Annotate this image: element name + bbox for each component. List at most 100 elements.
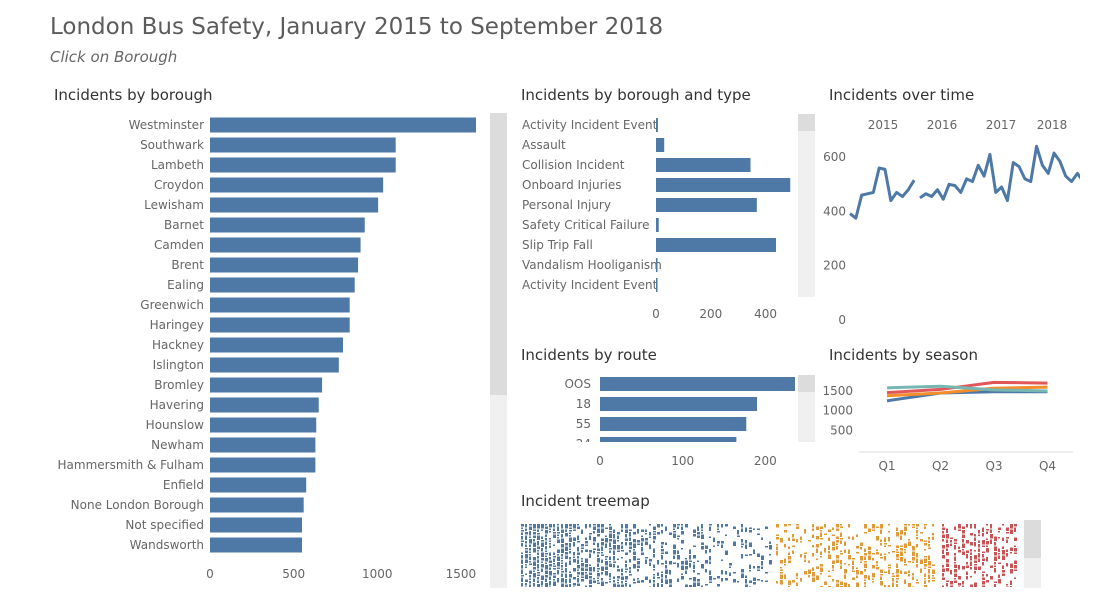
treemap-cell[interactable] [609,563,612,568]
treemap-cell[interactable] [733,541,736,547]
treemap-cell[interactable] [776,551,778,556]
treemap-cell[interactable] [776,546,778,551]
treemap-cell[interactable] [577,541,580,543]
treemap-cell[interactable] [661,555,663,560]
treemap-cell[interactable] [749,527,752,530]
treemap-cell[interactable] [1010,586,1012,587]
treemap-cell[interactable] [776,534,779,537]
treemap-cell[interactable] [537,529,539,533]
treemap-cell[interactable] [657,572,659,577]
treemap-cell[interactable] [549,552,551,557]
treemap-cell[interactable] [537,584,540,587]
treemap-cell[interactable] [601,572,603,575]
treemap-cell[interactable] [637,578,639,580]
treemap-cell[interactable] [828,551,830,554]
treemap-cell[interactable] [982,558,985,562]
treemap-cell[interactable] [613,576,615,580]
treemap-cell[interactable] [832,565,834,569]
treemap-cell[interactable] [597,577,599,580]
treemap-cell[interactable] [1010,552,1012,554]
treemap-cell[interactable] [974,582,977,588]
treemap-cell[interactable] [621,550,624,552]
treemap-cell[interactable] [661,549,664,552]
treemap-group[interactable] [776,524,935,587]
treemap-cell[interactable] [593,537,596,542]
treemap-cell[interactable] [1002,524,1004,526]
treemap-cell[interactable] [573,583,576,586]
treemap-cell[interactable] [928,561,931,566]
route-category-label[interactable]: 18 [576,397,591,411]
treemap-cell[interactable] [597,548,600,552]
route-bar[interactable] [600,377,820,391]
treemap-cell[interactable] [693,582,696,588]
treemap-cell[interactable] [836,546,838,550]
treemap-cell[interactable] [876,526,879,529]
treemap-cell[interactable] [1014,577,1016,580]
treemap-cell[interactable] [613,529,615,534]
treemap-cell[interactable] [553,556,556,558]
treemap-cell[interactable] [780,569,783,572]
treemap-cell[interactable] [816,536,819,540]
treemap-cell[interactable] [844,563,846,565]
treemap-cell[interactable] [872,524,875,529]
treemap-cell[interactable] [749,564,751,570]
treemap-cell[interactable] [765,546,768,548]
borough-category-label[interactable]: Hackney [152,338,204,352]
treemap-cell[interactable] [904,549,906,551]
treemap-cell[interactable] [725,571,727,575]
treemap-cell[interactable] [974,560,977,564]
treemap-cell[interactable] [924,526,926,530]
treemap-cell[interactable] [673,528,675,531]
treemap-cell[interactable] [994,536,997,542]
treemap-cell[interactable] [641,542,643,547]
treemap-cell[interactable] [880,576,882,581]
treemap-cell[interactable] [561,544,564,548]
borough-category-label[interactable]: Lambeth [151,158,204,172]
treemap-cell[interactable] [625,580,627,583]
treemap-cell[interactable] [569,551,571,554]
treemap-cell[interactable] [970,552,972,556]
treemap-cell[interactable] [840,581,843,586]
treemap-cell[interactable] [581,563,584,567]
treemap-cell[interactable] [609,556,611,561]
treemap-cell[interactable] [525,583,527,586]
treemap-cell[interactable] [725,534,727,537]
treemap-cell[interactable] [896,554,899,558]
type-category-label[interactable]: Slip Trip Fall [522,238,593,252]
treemap-cell[interactable] [557,562,560,567]
treemap-cell[interactable] [982,545,985,548]
treemap-cell[interactable] [717,584,720,587]
treemap-cell[interactable] [613,534,615,539]
treemap-cell[interactable] [649,579,651,584]
treemap-cell[interactable] [888,585,890,587]
treemap-cell[interactable] [545,555,547,558]
treemap-cell[interactable] [745,584,748,588]
treemap-cell[interactable] [617,558,619,561]
treemap-cell[interactable] [569,543,571,548]
borough-bar[interactable] [210,497,304,513]
treemap-cell[interactable] [689,563,691,568]
treemap-cell[interactable] [954,539,957,542]
treemap-cell[interactable] [832,547,835,551]
treemap-cell[interactable] [900,530,903,535]
treemap-cell[interactable] [749,586,751,588]
type-bar[interactable] [656,258,658,272]
borough-bar[interactable] [210,197,379,213]
treemap-cell[interactable] [978,553,980,558]
treemap-cell[interactable] [741,546,743,548]
treemap-cell[interactable] [888,552,890,554]
treemap-cell[interactable] [1006,584,1008,586]
treemap-cell[interactable] [529,539,532,544]
treemap-cell[interactable] [745,527,747,533]
treemap-cell[interactable] [653,564,655,569]
treemap-cell[interactable] [709,570,711,576]
treemap-cell[interactable] [625,552,628,556]
treemap-cell[interactable] [581,579,584,582]
treemap-cell[interactable] [597,552,600,554]
treemap-cell[interactable] [533,548,536,553]
borough-bar[interactable] [210,177,384,193]
treemap-cell[interactable] [729,566,731,569]
treemap-cell[interactable] [761,555,764,561]
treemap-cell[interactable] [541,536,543,540]
treemap-cell[interactable] [974,524,976,529]
